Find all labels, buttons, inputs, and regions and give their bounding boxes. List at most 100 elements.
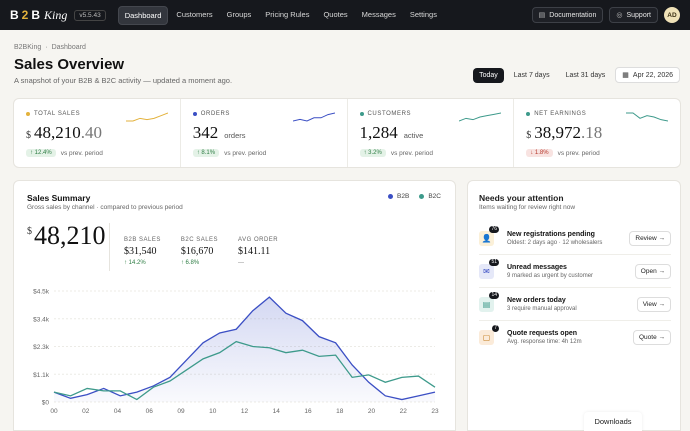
item-title: New registrations pending (507, 230, 595, 238)
nav-messages[interactable]: Messages (361, 9, 396, 19)
sparkline-path (626, 112, 668, 122)
documentation-button[interactable]: ▤ Documentation (531, 7, 604, 23)
avatar[interactable]: AD (664, 7, 680, 23)
cart-icon: ▤ 14 (479, 291, 499, 312)
x-tick-label: 04 (114, 408, 122, 415)
stats-row: TOTAL SALES $48,210.40 ↑ 12.4% vs prev. p… (13, 98, 681, 168)
kpi-value: $31,540 (124, 246, 157, 257)
attention-item-quotes: ▢ 7 Quote requests open Avg. response time… (479, 321, 671, 354)
range-today[interactable]: Today (473, 67, 504, 83)
item-title: New orders today (507, 296, 566, 304)
stat-currency: $ (26, 130, 31, 141)
x-tick-label: 06 (146, 408, 154, 415)
sparkline-customers (459, 112, 502, 122)
stat-dot (359, 112, 364, 116)
stat-note: vs prev. period (557, 149, 600, 157)
stat-dot (192, 112, 197, 116)
count-badge: 76 (489, 225, 499, 233)
stat-value: 1,284 (359, 123, 398, 142)
divider (109, 223, 110, 271)
x-tick-label: 12 (241, 408, 249, 415)
quote-button[interactable]: Quote → (632, 330, 671, 345)
chart-legend: B2B B2C (388, 193, 441, 200)
stat-delta-badge: ↑ 3.2% (359, 149, 386, 157)
logo[interactable]: B 2 B King (10, 8, 67, 23)
logo-b1: B (10, 8, 19, 22)
mail-icon: ✉ 51 (479, 258, 499, 279)
x-tick-label: 18 (336, 408, 344, 415)
kpi-b2c-sales: B2C SALES $16,670 ↑ 6.8% (181, 237, 218, 266)
stat-unit: orders (224, 131, 246, 140)
quote-icon: ▢ 7 (479, 325, 499, 345)
attention-item-messages: ✉ 51 Unread messages 9 marked as urgent by… (479, 255, 671, 288)
y-tick-label: $4.5k (33, 289, 50, 296)
stat-delta-badge: ↑ 12.4% (26, 149, 56, 157)
y-tick-label: $1.1k (33, 372, 50, 379)
page-title: Sales Overview (14, 56, 125, 73)
nav-customers[interactable]: Customers (176, 9, 213, 19)
support-button[interactable]: ◎ Support (609, 7, 658, 23)
x-tick-label: 02 (82, 408, 90, 415)
nav-groups[interactable]: Groups (226, 9, 252, 19)
sparkline-orders (292, 112, 335, 122)
nav-pricing-rules[interactable]: Pricing Rules (265, 9, 310, 19)
range-last-31-days[interactable]: Last 31 days (565, 71, 606, 79)
sparkline-path (459, 112, 502, 122)
legend-b2b-label: B2B (397, 193, 410, 200)
total-sales-big: $ 48,210 (27, 221, 106, 251)
range-last-7-days[interactable]: Last 7 days (513, 71, 550, 79)
item-subtitle: 3 require manual approval (507, 305, 577, 312)
sales-summary-card: Sales Summary Gross sales by channel · c… (13, 180, 456, 431)
calendar-icon: ▦ (622, 72, 629, 79)
stat-currency: $ (526, 130, 532, 141)
attention-subtitle: Items waiting for review right now (479, 204, 576, 211)
date-label: Apr 22, 2026 (632, 71, 673, 79)
documentation-label: Documentation (549, 11, 597, 19)
review-button[interactable]: Review → (629, 230, 671, 246)
breadcrumb-b2bking[interactable]: B2BKing (14, 44, 42, 51)
legend-b2c[interactable]: B2C (419, 193, 441, 200)
sales-summary-subtitle: Gross sales by channel · compared to pre… (27, 204, 183, 211)
total-currency: $ (27, 226, 32, 237)
kpi-delta: ↑ 14.2% (124, 260, 146, 266)
stat-dot (526, 112, 531, 116)
count-badge: 51 (489, 258, 499, 266)
user-plus-icon: 👤 76 (479, 225, 499, 246)
kpi-delta: — (238, 260, 245, 266)
stat-net-earnings: NET EARNINGS $38,972.18 ↓ 1.8% vs prev. p… (514, 99, 680, 167)
open-button[interactable]: Open → (634, 263, 671, 279)
count-badge: 14 (489, 291, 499, 299)
kpi-label: B2C SALES (180, 237, 219, 243)
stat-label: CUSTOMERS (367, 111, 412, 117)
kpi-avg-order: AVG ORDER $141.11 — (238, 237, 278, 266)
downloads-tab[interactable]: Downloads (584, 412, 642, 431)
attention-title: Needs your attention (479, 193, 564, 203)
breadcrumb-dashboard: Dashboard (51, 44, 86, 51)
x-tick-label: 09 (177, 408, 185, 415)
stat-value: 48,210.40 (34, 123, 102, 142)
stat-value: 38,972.18 (534, 123, 603, 142)
stat-unit: active (403, 131, 424, 140)
nav-quotes[interactable]: Quotes (323, 9, 348, 19)
breadcrumb: B2BKing · Dashboard (14, 44, 86, 51)
logo-king: King (44, 7, 68, 22)
logo-b2: B (31, 8, 41, 22)
stat-note: vs prev. period (390, 149, 433, 157)
nav-dashboard[interactable]: Dashboard (117, 5, 169, 25)
attention-list: 👤 76 New registrations pending Oldest: 2 d… (479, 222, 671, 354)
attention-item-registrations: 👤 76 New registrations pending Oldest: 2 d… (479, 222, 671, 255)
kpi-delta: ↑ 6.8% (180, 260, 200, 266)
nav-settings[interactable]: Settings (409, 9, 437, 19)
stat-value: 342 (192, 123, 219, 142)
item-subtitle: Oldest: 2 days ago · 12 wholesalers (507, 239, 603, 246)
sales-summary-title: Sales Summary (27, 193, 91, 203)
view-button[interactable]: View → (636, 296, 671, 312)
date-picker-button[interactable]: ▦ Apr 22, 2026 (615, 67, 680, 83)
y-tick-label: $3.4k (33, 316, 50, 323)
stat-customers: CUSTOMERS 1,284 active ↑ 3.2% vs prev. per… (348, 99, 515, 167)
x-tick-label: 22 (400, 408, 408, 415)
legend-b2b[interactable]: B2B (388, 193, 409, 200)
series-b2b-area (54, 297, 435, 402)
support-label: Support (626, 11, 651, 19)
stat-note: vs prev. period (224, 149, 267, 157)
